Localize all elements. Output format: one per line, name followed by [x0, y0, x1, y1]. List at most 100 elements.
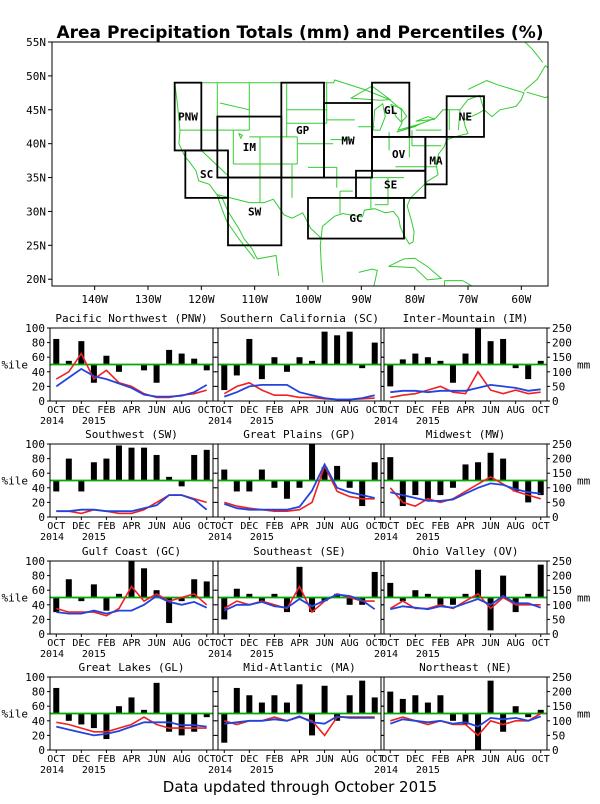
- mm-tick-label: 100: [552, 366, 572, 379]
- percentile-bar: [65, 360, 72, 365]
- month-tick-label: JUN: [316, 521, 334, 532]
- month-tick-label: AUG: [173, 405, 191, 416]
- precip-mm-line: [224, 383, 375, 401]
- month-tick-label: DEC: [72, 638, 90, 649]
- pct-tick-label: 20: [32, 729, 45, 742]
- mm-tick-label: 250: [552, 438, 572, 451]
- precip-mm-line: [390, 715, 541, 728]
- percentile-bar: [387, 691, 394, 714]
- precip-mm-line: [224, 462, 375, 511]
- lon-tick-label: 100W: [295, 293, 322, 306]
- region-box: [307, 196, 405, 240]
- salt-lake-outline: [238, 133, 244, 140]
- month-tick-label: FEB: [265, 638, 283, 649]
- newfoundland-coastline: [523, 64, 548, 99]
- month-tick-label: OCT: [47, 405, 65, 416]
- pct-tick-label: 80: [32, 337, 45, 350]
- mm-tick-label: 150: [552, 700, 572, 713]
- month-tick-label: OCT: [532, 521, 550, 532]
- percentile-bar: [166, 349, 173, 365]
- month-tick-label: AUG: [341, 638, 359, 649]
- month-tick-label: OCT: [198, 754, 216, 765]
- percentile-bar: [412, 695, 419, 714]
- percentile-bar: [166, 597, 173, 624]
- chart-title: Ohio Valley (OV): [413, 545, 519, 558]
- chart-title: Pacific Northwest (PNW): [55, 312, 207, 325]
- percentile-bar: [387, 364, 394, 387]
- percentile-bar: [334, 335, 341, 365]
- year-label: 2014: [374, 765, 398, 776]
- labrador-coastline: [524, 42, 544, 63]
- chart-title: Mid-Atlantic (MA): [243, 661, 356, 674]
- precip-mm-line: [224, 715, 375, 725]
- mm-tick-label: 0: [552, 744, 559, 757]
- percentile-bar: [53, 338, 60, 365]
- month-tick-label: JUN: [316, 638, 334, 649]
- month-tick-label: OCT: [381, 405, 399, 416]
- percentile-bar: [203, 581, 210, 598]
- percentile-bar: [424, 593, 431, 598]
- percentile-bar: [115, 445, 122, 481]
- month-tick-label: OCT: [532, 405, 550, 416]
- pct-tick-label: 100: [25, 322, 45, 335]
- mm-tick-label: 250: [552, 671, 572, 684]
- month-tick-label: APR: [456, 405, 475, 416]
- region-box: [227, 176, 283, 247]
- month-tick-label: FEB: [97, 405, 115, 416]
- percentile-bar: [412, 353, 419, 365]
- precip-mm-line: [223, 593, 376, 612]
- month-tick-label: JUN: [482, 521, 500, 532]
- region-box: [424, 135, 448, 186]
- percentile-bar: [296, 480, 303, 488]
- chart-title: Inter-Mountain (IM): [403, 312, 529, 325]
- chart-title: Northeast (NE): [419, 661, 512, 674]
- month-tick-label: FEB: [265, 754, 283, 765]
- mm-tick-label: 0: [552, 511, 559, 524]
- mm-tick-label: 0: [552, 395, 559, 408]
- percentile-bar: [525, 364, 532, 380]
- mm-tick-label: 250: [552, 555, 572, 568]
- chart-title: Midwest (MW): [426, 428, 505, 441]
- percentile-bar: [271, 593, 278, 598]
- percentile-line: [56, 585, 208, 617]
- month-tick-label: FEB: [265, 521, 283, 532]
- percentile-bar: [221, 713, 228, 743]
- east-gulf-coastline: [319, 80, 525, 283]
- month-tick-label: AUG: [173, 754, 191, 765]
- month-tick-label: DEC: [406, 638, 424, 649]
- month-tick-label: AUG: [507, 521, 525, 532]
- month-tick-label: DEC: [406, 405, 424, 416]
- percentile-bar: [309, 713, 316, 736]
- pct-axis-label: %ile: [2, 592, 29, 605]
- month-tick-label: DEC: [406, 754, 424, 765]
- precip-mm-line: [56, 721, 207, 737]
- region-label: GL: [384, 104, 398, 117]
- month-tick-label: APR: [290, 405, 309, 416]
- pct-tick-label: 40: [32, 715, 45, 728]
- percentile-bar: [321, 331, 328, 365]
- percentile-bar: [475, 328, 482, 365]
- month-tick-label: OCT: [366, 521, 384, 532]
- lon-tick-label: 110W: [241, 293, 268, 306]
- percentile-bar: [65, 579, 72, 598]
- percentile-bar: [475, 713, 482, 750]
- month-tick-label: JUN: [148, 754, 166, 765]
- great-lake-outline: [390, 103, 408, 123]
- percentile-bar: [141, 568, 148, 598]
- percentile-bar: [258, 364, 265, 380]
- percentile-bar: [90, 713, 97, 729]
- lon-tick-label: 130W: [135, 293, 162, 306]
- percentile-bar: [512, 480, 519, 492]
- region-label: OV: [392, 148, 406, 161]
- percentile-bar: [191, 579, 198, 598]
- percentile-bar: [141, 364, 148, 371]
- percentile-bar: [371, 342, 378, 365]
- percentile-bar: [221, 469, 228, 481]
- percentile-bar: [537, 564, 544, 598]
- great-lake-outline: [396, 123, 421, 133]
- month-tick-label: AUG: [173, 638, 191, 649]
- percentile-bar: [153, 454, 160, 481]
